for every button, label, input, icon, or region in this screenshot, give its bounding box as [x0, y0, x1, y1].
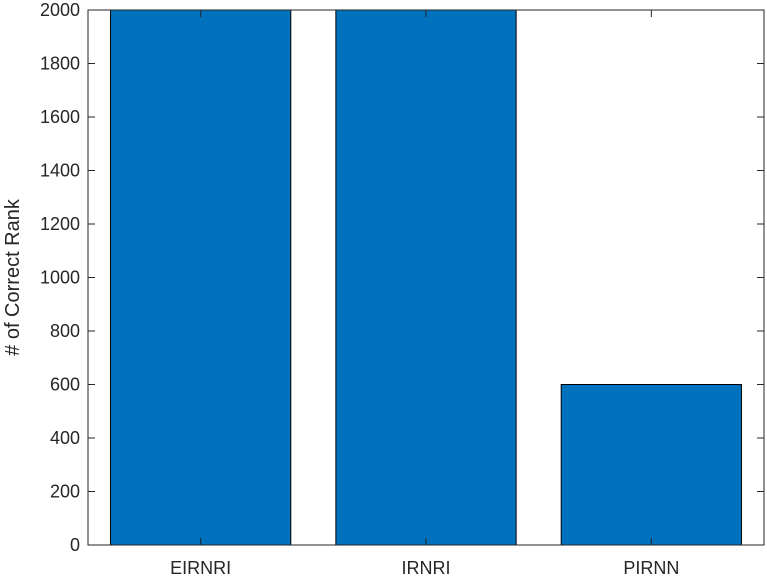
y-tick-label: 200: [50, 482, 80, 502]
x-tick-label-irnri: IRNRI: [402, 558, 451, 576]
x-tick-label-eirnri: EIRNRI: [170, 558, 231, 576]
y-tick-label: 1800: [40, 54, 80, 74]
y-axis-label: # of Correct Rank: [2, 198, 24, 356]
y-tick-label: 1600: [40, 107, 80, 127]
y-tick-label: 1400: [40, 161, 80, 181]
y-tick-label: 1000: [40, 268, 80, 288]
y-tick-label: 600: [50, 375, 80, 395]
y-tick-label: 2000: [40, 0, 80, 20]
y-tick-label: 0: [70, 535, 80, 555]
y-tick-label: 1200: [40, 214, 80, 234]
x-tick-label-pirnn: PIRNN: [623, 558, 679, 576]
bars-layer: [110, 9, 742, 546]
y-ticks: 0 200 400 600 800 1000 1200 1400 1600 1800 2000: [40, 0, 764, 555]
bar-eirnri: [110, 9, 292, 546]
y-tick-label: 400: [50, 428, 80, 448]
x-ticks: EIRNRI IRNRI PIRNN: [170, 10, 679, 576]
y-tick-label: 800: [50, 321, 80, 341]
bar-irnri: [335, 9, 517, 546]
bar-pirnn: [560, 384, 742, 546]
